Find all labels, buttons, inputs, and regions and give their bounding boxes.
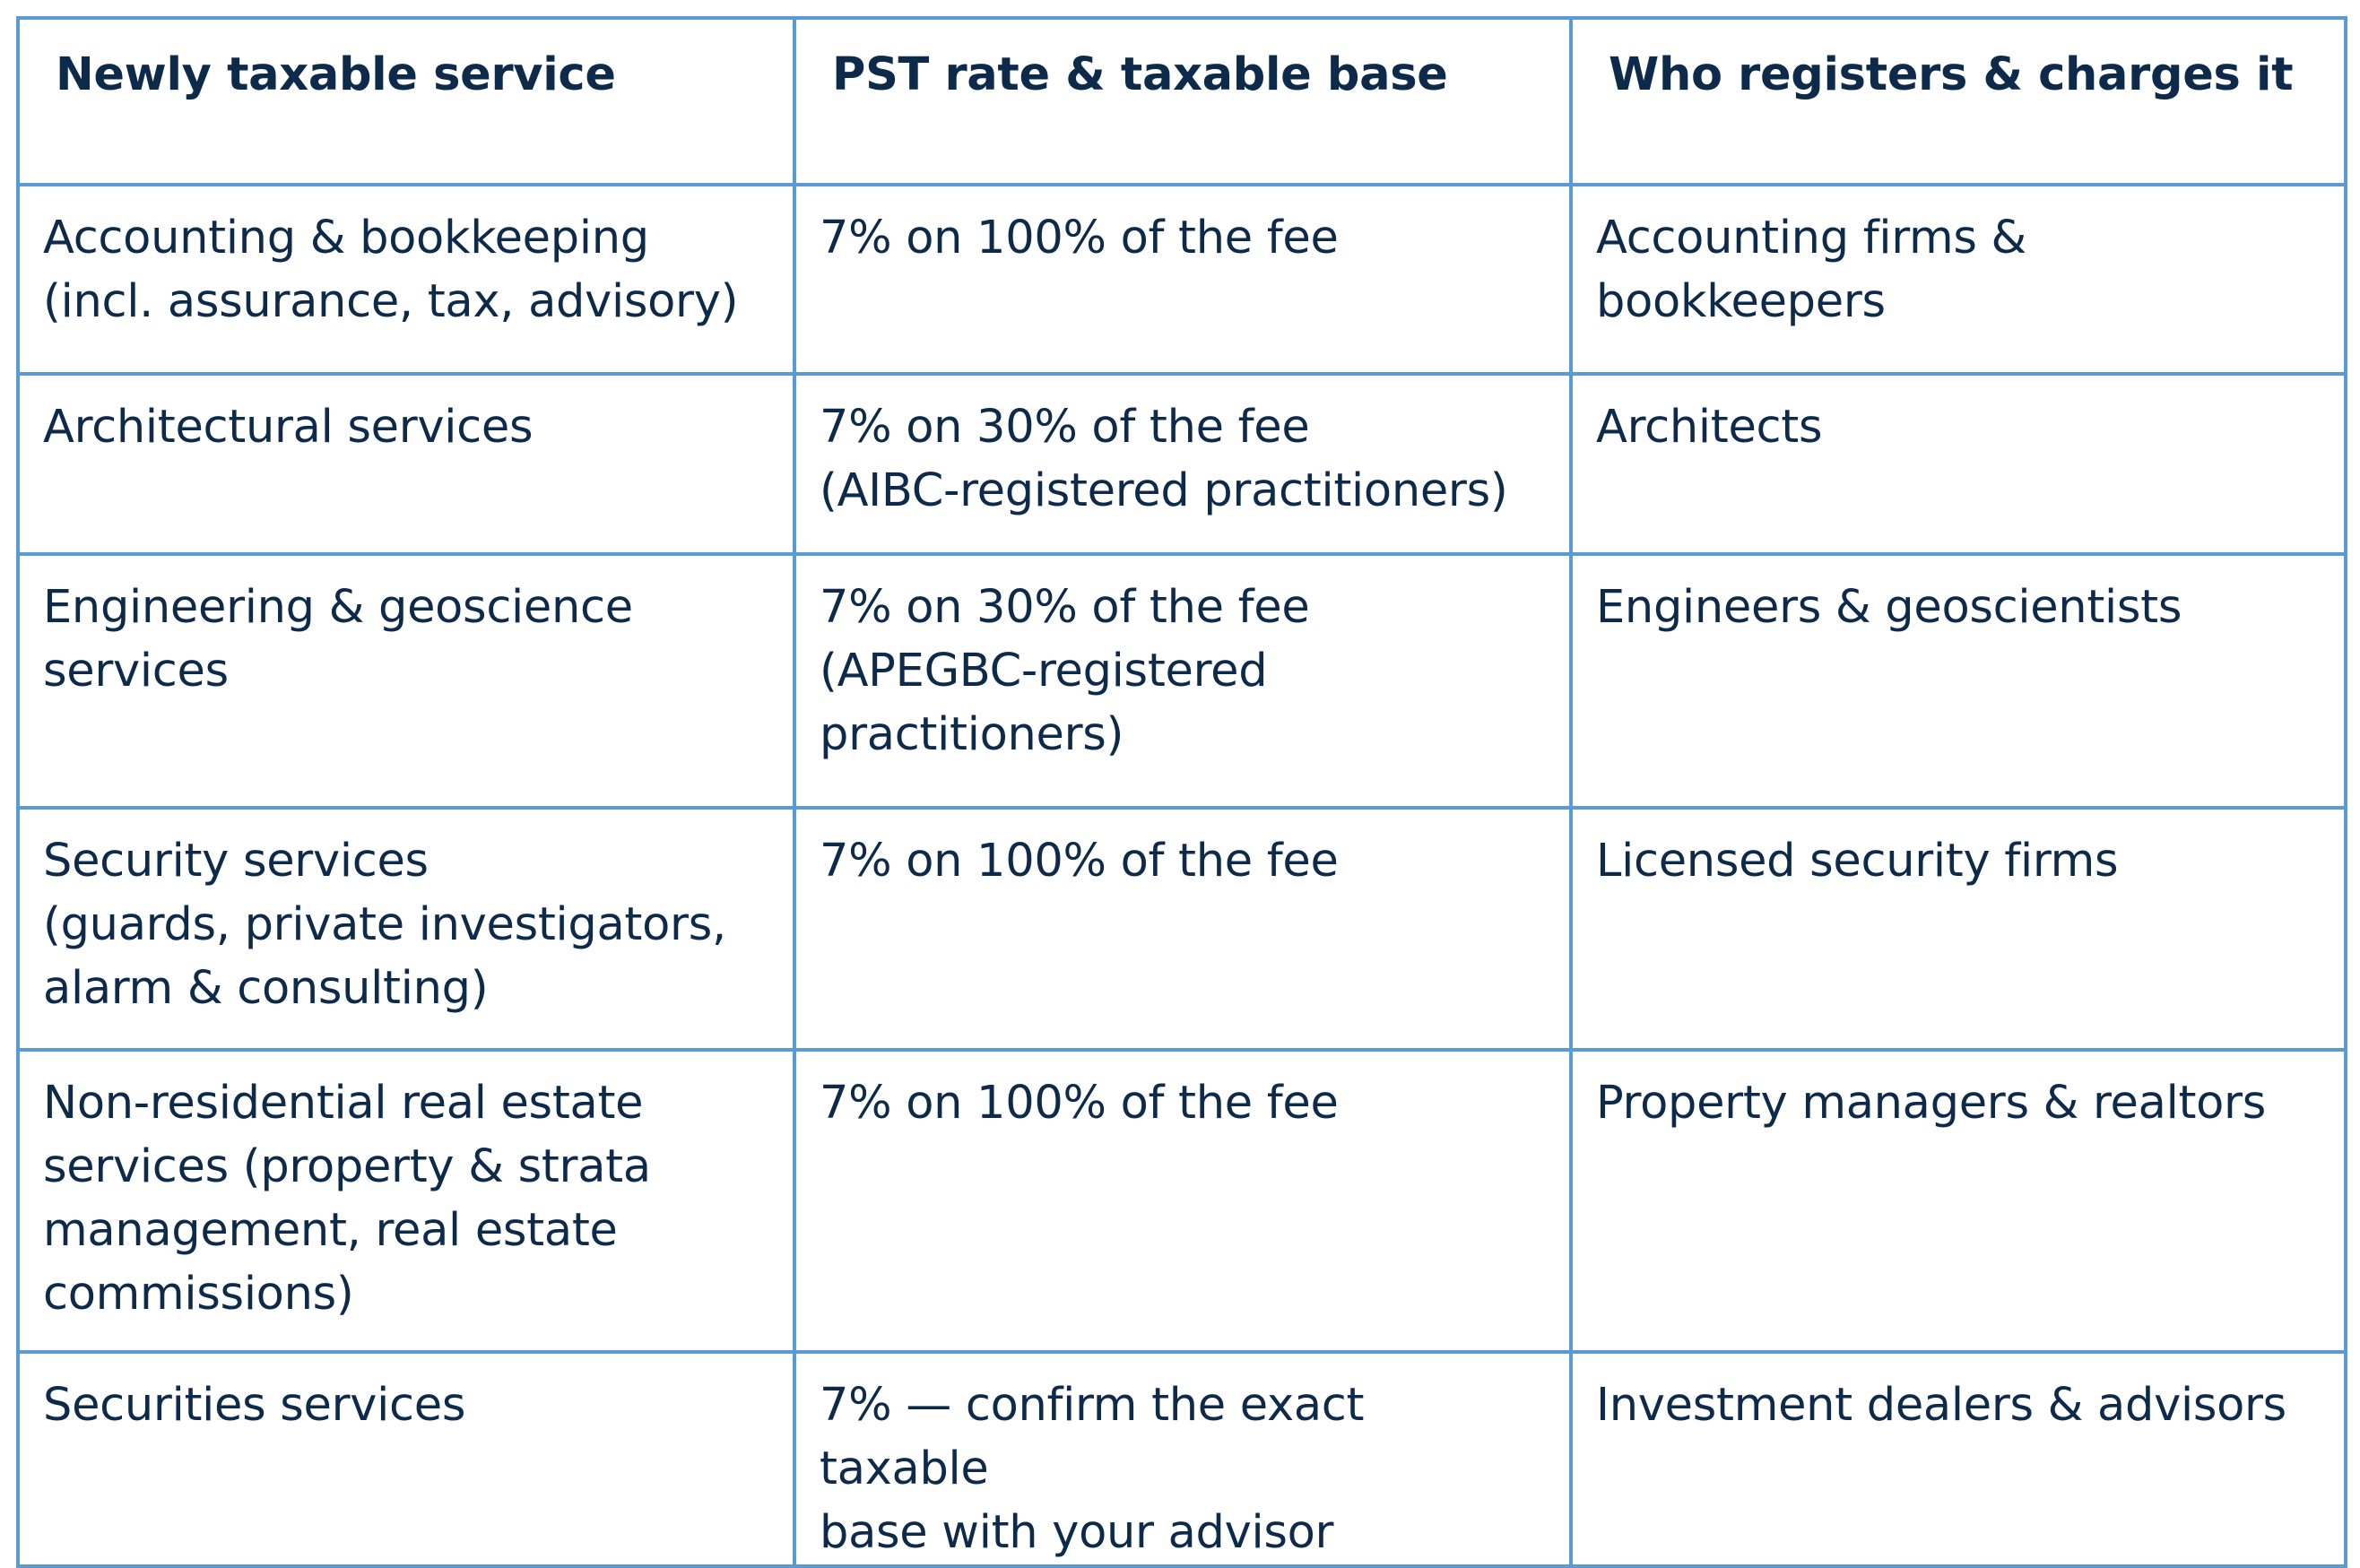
cell-who: Property managers & realtors xyxy=(1569,1048,2347,1354)
table-header-row: Newly taxable service PST rate & taxable… xyxy=(16,16,2347,186)
cell-rate: 7% on 100% of the fee xyxy=(793,806,1573,1052)
cell-line: Engineering & geoscience xyxy=(43,581,633,634)
table-row: Security services (guards, private inves… xyxy=(16,806,2347,1052)
cell-who: Engineers & geoscientists xyxy=(1569,552,2347,810)
cell-line: bookkeepers xyxy=(1596,275,1886,328)
cell-line: services (property & strata xyxy=(43,1140,651,1193)
cell-line: (guards, private investigators, xyxy=(43,898,726,951)
cell-line: Securities services xyxy=(43,1379,466,1432)
cell-service: Security services (guards, private inves… xyxy=(16,806,796,1052)
cell-who: Architects xyxy=(1569,372,2347,556)
pst-services-table: Newly taxable service PST rate & taxable… xyxy=(16,16,2347,1568)
cell-rate: 7% on 30% of the fee (AIBC-registered pr… xyxy=(793,372,1573,556)
header-rate: PST rate & taxable base xyxy=(793,16,1573,186)
cell-line: commissions) xyxy=(43,1268,354,1321)
cell-line: Investment dealers & advisors xyxy=(1596,1379,2286,1432)
table-row: Non-residential real estate services (pr… xyxy=(16,1048,2347,1354)
pst-services-table-wrapper: Newly taxable service PST rate & taxable… xyxy=(16,16,2347,1568)
cell-line: Security services xyxy=(43,835,429,888)
table-row: Securities services 7% — confirm the exa… xyxy=(16,1350,2347,1568)
cell-line: 7% on 30% of the fee xyxy=(820,581,1310,634)
cell-line: management, real estate xyxy=(43,1204,618,1257)
table-row: Architectural services 7% on 30% of the … xyxy=(16,372,2347,556)
cell-service: Securities services xyxy=(16,1350,796,1568)
table-row: Engineering & geoscience services 7% on … xyxy=(16,552,2347,810)
cell-who: Investment dealers & advisors xyxy=(1569,1350,2347,1568)
cell-line: 7% on 100% of the fee xyxy=(820,1077,1339,1130)
cell-who: Licensed security firms xyxy=(1569,806,2347,1052)
cell-rate: 7% on 30% of the fee (APEGBC-registered … xyxy=(793,552,1573,810)
cell-line: services xyxy=(43,645,229,697)
cell-line: (AIBC-registered practitioners) xyxy=(820,464,1508,517)
table-row: Accounting & bookkeeping (incl. assuranc… xyxy=(16,183,2347,376)
cell-line: Accounting & bookkeeping xyxy=(43,212,649,264)
cell-who: Accounting firms & bookkeepers xyxy=(1569,183,2347,376)
cell-line: 7% — confirm the exact taxable xyxy=(820,1379,1365,1495)
cell-line: 7% on 100% of the fee xyxy=(820,835,1339,888)
cell-rate: 7% on 100% of the fee xyxy=(793,183,1573,376)
cell-line: (incl. assurance, tax, advisory) xyxy=(43,275,739,328)
header-service: Newly taxable service xyxy=(16,16,796,186)
cell-line: Non-residential real estate xyxy=(43,1077,644,1130)
cell-line: Accounting firms & xyxy=(1596,212,2027,264)
cell-service: Accounting & bookkeeping (incl. assuranc… xyxy=(16,183,796,376)
cell-line: 7% on 30% of the fee xyxy=(820,401,1310,454)
cell-line: Architectural services xyxy=(43,401,534,454)
cell-line: 7% on 100% of the fee xyxy=(820,212,1339,264)
cell-service: Architectural services xyxy=(16,372,796,556)
cell-line: practitioners) xyxy=(820,708,1124,761)
cell-line: alarm & consulting) xyxy=(43,962,489,1015)
cell-rate: 7% on 100% of the fee xyxy=(793,1048,1573,1354)
header-who: Who registers & charges it xyxy=(1569,16,2347,186)
cell-line: Architects xyxy=(1596,401,1823,454)
cell-service: Non-residential real estate services (pr… xyxy=(16,1048,796,1354)
cell-line: Licensed security firms xyxy=(1596,835,2119,888)
cell-service: Engineering & geoscience services xyxy=(16,552,796,810)
cell-rate: 7% — confirm the exact taxable base with… xyxy=(793,1350,1573,1568)
cell-line: base with your advisor xyxy=(820,1506,1334,1559)
cell-line: Engineers & geoscientists xyxy=(1596,581,2182,634)
cell-line: Property managers & realtors xyxy=(1596,1077,2266,1130)
cell-line: (APEGBC-registered xyxy=(820,645,1268,697)
